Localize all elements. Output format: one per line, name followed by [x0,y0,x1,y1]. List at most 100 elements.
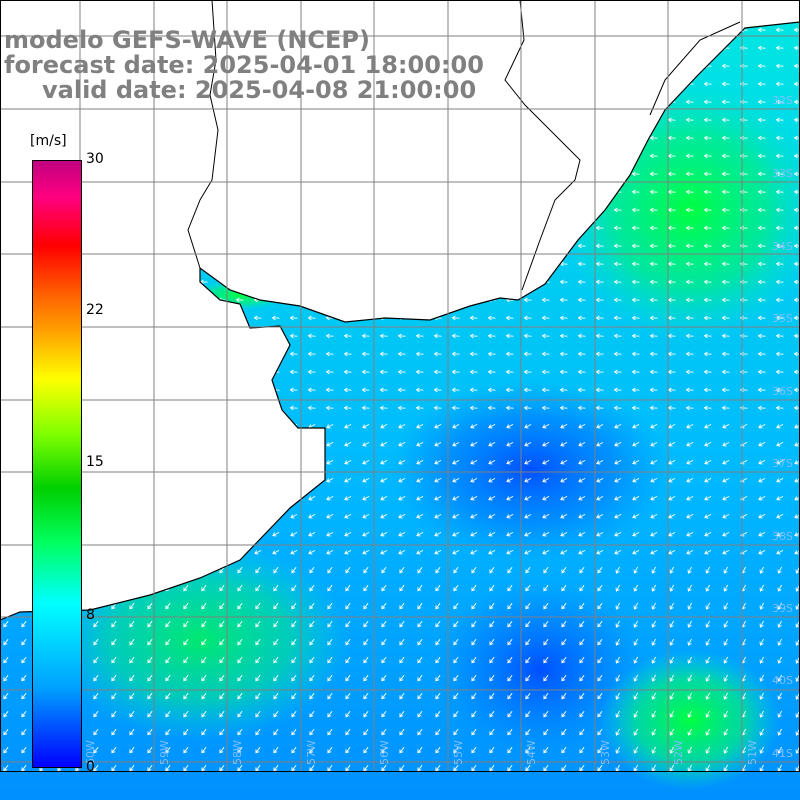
wind-arrow [255,584,261,592]
wind-arrow [543,746,549,754]
wind-arrow [776,478,784,483]
wind-arrow [453,656,459,664]
wind-arrow [721,333,730,339]
wind-arrow [721,315,730,321]
wind-arrow [721,171,730,177]
wind-arrow [776,496,784,501]
wind-arrow [471,746,477,754]
wind-arrow [793,351,800,357]
wind-arrow [650,550,658,555]
wind-arrow [165,746,171,754]
wind-arrow [615,638,620,646]
wind-arrow [3,674,9,682]
wind-arrow [523,351,532,357]
wind-arrow [579,566,585,574]
wind-arrow [255,602,261,610]
wind-arrow [399,620,405,628]
wind-arrow [703,153,712,159]
wind-arrow [723,566,728,574]
wind-arrow [615,746,620,754]
wind-arrow [649,297,658,303]
wind-arrow [416,496,424,501]
wind-arrow [577,351,586,357]
wind-arrow [470,550,478,555]
wind-arrow [434,514,442,519]
wind-arrow [417,638,423,646]
wind-arrow [705,638,710,646]
wind-arrow [379,369,388,375]
wind-arrow [343,405,352,411]
wind-arrow [362,460,370,465]
wind-arrow [363,602,369,610]
wind-arrow [326,532,334,537]
wind-arrow [723,602,728,610]
wind-arrow [597,638,603,646]
wind-arrow [379,351,388,357]
wind-arrow [579,602,585,610]
wind-arrow [183,710,189,718]
colorbar-tick-label: 8 [86,607,95,623]
wind-arrow [525,710,531,718]
wind-arrow [757,297,766,303]
lon-label: 56W [378,740,391,765]
wind-arrow [272,550,280,555]
wind-arrow [597,764,603,772]
wind-arrow [380,460,388,465]
wind-arrow [723,728,728,736]
wind-arrow [723,584,728,592]
wind-arrow [471,584,477,592]
wind-arrow [776,532,784,537]
wind-arrow [344,460,352,465]
wind-arrow [291,674,297,682]
wind-arrow [777,584,782,592]
wind-arrow [327,692,333,700]
wind-arrow [524,550,532,555]
wind-arrow [543,674,549,682]
wind-arrow [237,584,243,592]
wind-arrow [560,478,568,483]
colorbar [32,160,82,768]
wind-arrow [559,369,568,375]
wind-arrow [577,297,586,303]
wind-arrow [703,261,712,267]
wind-arrow [614,550,622,555]
wind-arrow [775,243,784,249]
wind-arrow [307,351,316,357]
wind-arrow [597,692,603,700]
wind-arrow [219,674,225,682]
wind-arrow [596,496,604,501]
wind-arrow [651,656,656,664]
wind-arrow [595,261,604,267]
wind-arrow [561,764,567,772]
lat-label: 33S [772,167,793,180]
wind-arrow [416,550,424,555]
wind-arrow [561,674,567,682]
wind-arrow [451,351,460,357]
wind-arrow [452,424,460,429]
wind-arrow [380,442,388,447]
wind-arrow [757,351,766,357]
wind-arrow [614,424,622,429]
wind-arrow [399,746,405,754]
wind-arrow [183,674,189,682]
wind-arrow [685,117,694,123]
wind-arrow [165,728,171,736]
wind-arrow [561,746,567,754]
wind-arrow [632,496,640,501]
wind-arrow [307,405,316,411]
wind-arrow [704,496,712,501]
wind-arrow [776,550,784,555]
longitude-labels: 60W 59W 58W 57W 56W 55W 54W 53W 52W 51W [84,740,759,765]
wind-arrow [542,514,550,519]
wind-arrow [325,405,334,411]
wind-arrow [129,656,135,664]
wind-arrow [506,550,514,555]
wind-arrow [290,532,298,537]
wind-arrow [147,620,153,628]
wind-arrow [633,710,638,718]
wind-arrow [3,728,9,736]
wind-arrow [757,135,766,141]
wind-arrow [650,532,658,537]
wind-arrow [399,728,405,736]
wind-arrow [325,333,334,339]
